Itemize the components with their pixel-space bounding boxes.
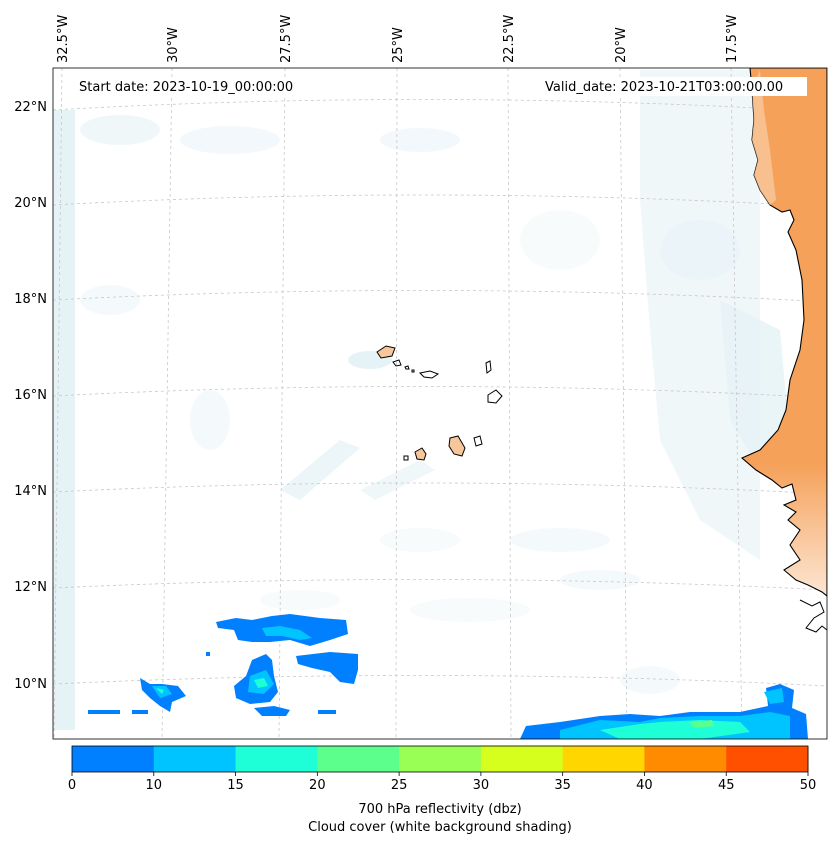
lon-label: 17.5°W <box>725 15 740 63</box>
lat-label: 12°N <box>14 580 47 595</box>
map-area <box>53 68 827 739</box>
lon-label: 30°W <box>166 27 181 63</box>
colorbar-segment <box>562 746 645 772</box>
colorbar-segment <box>235 746 318 772</box>
longitude-labels: 32.5°W 30°W 27.5°W 25°W 22.5°W 20°W 17.5… <box>56 15 740 63</box>
map-frame <box>52 67 828 740</box>
colorbar-tick-label: 10 <box>146 778 163 793</box>
colorbar-tick-label: 15 <box>227 778 244 793</box>
lon-label: 22.5°W <box>502 15 517 63</box>
cloud-cover-shading <box>53 70 790 730</box>
colorbar-segment <box>317 746 400 772</box>
lon-label: 32.5°W <box>56 15 71 63</box>
colorbar-label-reflectivity: 700 hPa reflectivity (dbz) <box>358 802 521 817</box>
colorbar-tick-label: 30 <box>473 778 490 793</box>
colorbar-tick-label: 45 <box>718 778 735 793</box>
valid-date-box: Valid_date: 2023-10-21T03:00:00.00 <box>540 77 807 96</box>
latitude-labels: 22°N 20°N 18°N 16°N 14°N 12°N 10°N <box>14 100 47 692</box>
cape-verde-islands <box>376 345 503 461</box>
colorbar-segment <box>480 746 564 772</box>
lat-label: 14°N <box>14 484 47 499</box>
colorbar-segment <box>153 746 237 772</box>
colorbar-segment <box>72 746 155 772</box>
colorbar-tick-label: 25 <box>391 778 408 793</box>
lat-label: 18°N <box>14 292 47 307</box>
colorbar-segment <box>726 746 809 772</box>
colorbar-frame <box>71 745 809 773</box>
colorbar-label-cloud-cover: Cloud cover (white background shading) <box>308 820 572 835</box>
colorbar-tick-label: 40 <box>636 778 653 793</box>
lat-label: 10°N <box>14 677 47 692</box>
lon-label: 20°W <box>614 27 629 63</box>
colorbar-tick-label: 20 <box>309 778 326 793</box>
africa-land-west-shade <box>752 70 776 205</box>
colorbar-tick-label: 0 <box>68 778 76 793</box>
lat-label: 22°N <box>14 100 47 115</box>
map-content <box>53 68 827 739</box>
africa-coast-detail <box>799 599 827 633</box>
lon-label: 27.5°W <box>279 15 294 63</box>
lat-label: 16°N <box>14 388 47 403</box>
colorbar: 0 10 15 20 25 30 35 40 45 50 <box>68 745 817 793</box>
lon-label: 25°W <box>391 27 406 63</box>
lat-label: 20°N <box>14 196 47 211</box>
africa-land <box>740 68 827 597</box>
colorbar-tick-label: 50 <box>800 778 817 793</box>
reflectivity-cells <box>88 614 808 739</box>
colorbar-tick-label: 35 <box>554 778 571 793</box>
start-date-box: Start date: 2023-10-19_00:00:00 <box>72 77 312 96</box>
colorbar-segment <box>399 746 482 772</box>
start-date-text: Start date: 2023-10-19_00:00:00 <box>79 80 293 95</box>
valid-date-text: Valid_date: 2023-10-21T03:00:00.00 <box>545 80 783 95</box>
colorbar-segment <box>644 746 727 772</box>
